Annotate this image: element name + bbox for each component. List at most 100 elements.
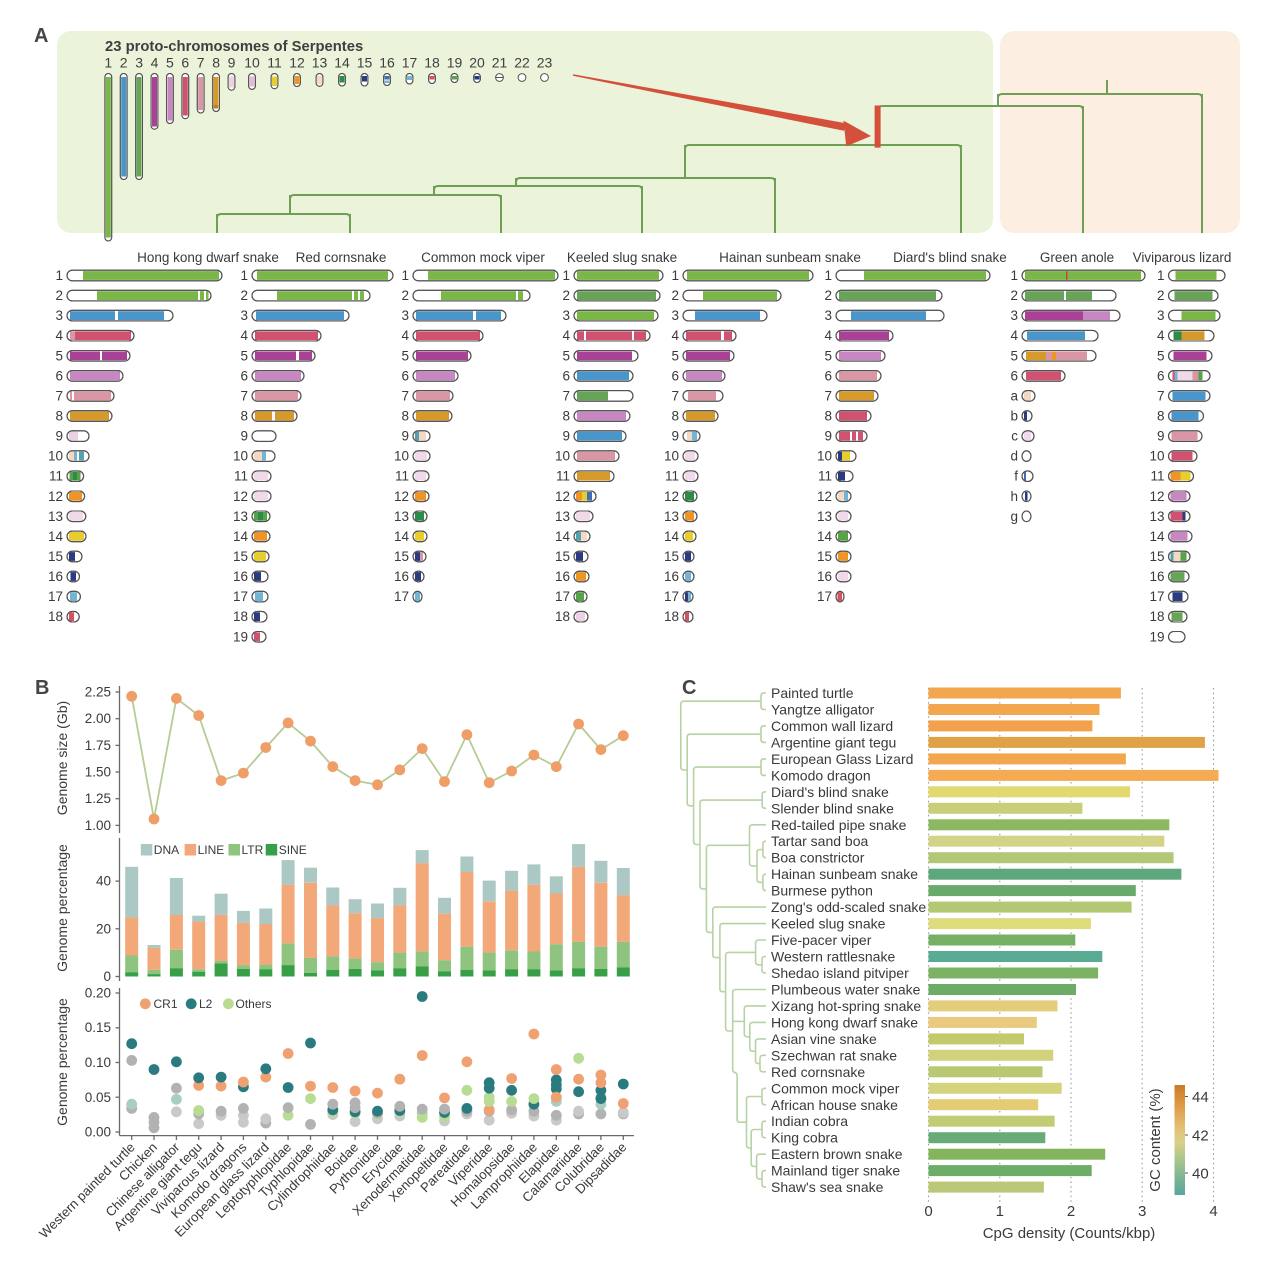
svg-text:7: 7 bbox=[824, 388, 832, 403]
svg-text:CR1: CR1 bbox=[154, 997, 178, 1011]
svg-text:Eastern brown snake: Eastern brown snake bbox=[771, 1146, 903, 1162]
svg-text:18: 18 bbox=[233, 609, 248, 624]
svg-text:44: 44 bbox=[1192, 1089, 1209, 1106]
svg-text:0: 0 bbox=[103, 969, 111, 984]
svg-text:2: 2 bbox=[401, 288, 409, 303]
svg-text:8: 8 bbox=[1157, 409, 1165, 424]
svg-text:a: a bbox=[1010, 388, 1018, 403]
svg-text:10: 10 bbox=[1149, 449, 1164, 464]
svg-text:13: 13 bbox=[555, 509, 570, 524]
svg-text:3: 3 bbox=[135, 55, 143, 71]
svg-text:18: 18 bbox=[424, 55, 440, 71]
svg-text:1.25: 1.25 bbox=[85, 791, 111, 806]
svg-text:0: 0 bbox=[924, 1203, 932, 1220]
svg-text:10: 10 bbox=[244, 55, 260, 71]
svg-text:European Glass Lizard: European Glass Lizard bbox=[771, 751, 913, 767]
svg-text:Genome percentage: Genome percentage bbox=[54, 844, 70, 972]
svg-text:12: 12 bbox=[233, 489, 248, 504]
svg-text:5: 5 bbox=[562, 348, 570, 363]
svg-text:1: 1 bbox=[240, 268, 248, 283]
svg-text:Red cornsnake: Red cornsnake bbox=[771, 1064, 865, 1080]
svg-text:African house snake: African house snake bbox=[771, 1097, 898, 1113]
svg-text:8: 8 bbox=[212, 55, 220, 71]
svg-text:8: 8 bbox=[562, 409, 570, 424]
svg-text:3: 3 bbox=[824, 308, 832, 323]
svg-text:17: 17 bbox=[817, 589, 832, 604]
svg-text:7: 7 bbox=[1157, 388, 1165, 403]
svg-text:Hainan sunbeam snake: Hainan sunbeam snake bbox=[719, 250, 861, 265]
svg-text:LTR: LTR bbox=[242, 843, 264, 857]
svg-text:20: 20 bbox=[96, 921, 111, 936]
svg-text:LINE: LINE bbox=[198, 843, 225, 857]
svg-text:16: 16 bbox=[394, 569, 409, 584]
svg-text:21: 21 bbox=[492, 55, 508, 71]
svg-text:Komodo dragon: Komodo dragon bbox=[771, 767, 871, 783]
svg-text:12: 12 bbox=[289, 55, 305, 71]
svg-text:1: 1 bbox=[55, 268, 63, 283]
svg-text:15: 15 bbox=[1149, 549, 1164, 564]
svg-text:g: g bbox=[1010, 509, 1018, 524]
svg-text:d: d bbox=[1010, 449, 1018, 464]
svg-text:4: 4 bbox=[1209, 1203, 1217, 1220]
svg-text:40: 40 bbox=[1192, 1166, 1209, 1183]
svg-text:2: 2 bbox=[671, 288, 679, 303]
svg-text:0.00: 0.00 bbox=[85, 1125, 111, 1140]
svg-text:4: 4 bbox=[562, 328, 570, 343]
svg-text:Hainan sunbeam snake: Hainan sunbeam snake bbox=[771, 866, 918, 882]
svg-text:11: 11 bbox=[234, 469, 248, 484]
svg-text:11: 11 bbox=[665, 469, 679, 484]
svg-text:King cobra: King cobra bbox=[771, 1130, 838, 1146]
svg-text:L2: L2 bbox=[199, 997, 213, 1011]
svg-text:11: 11 bbox=[49, 469, 63, 484]
svg-text:6: 6 bbox=[55, 368, 63, 383]
svg-text:15: 15 bbox=[48, 549, 63, 564]
svg-text:Burmese python: Burmese python bbox=[771, 883, 873, 899]
svg-text:10: 10 bbox=[394, 449, 409, 464]
svg-text:9: 9 bbox=[562, 429, 570, 444]
svg-text:2: 2 bbox=[824, 288, 832, 303]
svg-text:Viviparous lizard: Viviparous lizard bbox=[1133, 250, 1232, 265]
svg-text:1: 1 bbox=[104, 55, 112, 71]
svg-text:7: 7 bbox=[401, 388, 409, 403]
svg-text:15: 15 bbox=[357, 55, 373, 71]
svg-text:10: 10 bbox=[555, 449, 570, 464]
svg-text:9: 9 bbox=[401, 429, 409, 444]
svg-text:9: 9 bbox=[671, 429, 679, 444]
svg-text:14: 14 bbox=[817, 529, 833, 544]
svg-text:b: b bbox=[1010, 409, 1018, 424]
svg-text:42: 42 bbox=[1192, 1128, 1209, 1145]
svg-text:16: 16 bbox=[555, 569, 570, 584]
svg-text:B: B bbox=[35, 677, 49, 699]
svg-text:5: 5 bbox=[401, 348, 409, 363]
svg-text:Common wall lizard: Common wall lizard bbox=[771, 718, 893, 734]
svg-text:40: 40 bbox=[96, 874, 111, 889]
svg-text:Others: Others bbox=[236, 997, 272, 1011]
svg-text:11: 11 bbox=[267, 55, 282, 71]
svg-text:6: 6 bbox=[181, 55, 189, 71]
svg-text:GC content (%): GC content (%) bbox=[1147, 1088, 1164, 1191]
svg-text:2.25: 2.25 bbox=[85, 685, 111, 700]
svg-text:8: 8 bbox=[824, 409, 832, 424]
svg-text:c: c bbox=[1011, 429, 1018, 444]
svg-text:12: 12 bbox=[1149, 489, 1164, 504]
svg-text:1: 1 bbox=[824, 268, 832, 283]
svg-text:4: 4 bbox=[401, 328, 409, 343]
svg-text:17: 17 bbox=[664, 589, 679, 604]
svg-text:1.50: 1.50 bbox=[85, 765, 111, 780]
svg-text:Green anole: Green anole bbox=[1040, 250, 1114, 265]
svg-text:Tartar sand boa: Tartar sand boa bbox=[771, 833, 868, 849]
svg-text:5: 5 bbox=[1157, 348, 1165, 363]
svg-text:3: 3 bbox=[1138, 1203, 1146, 1220]
svg-text:2: 2 bbox=[562, 288, 570, 303]
svg-text:9: 9 bbox=[228, 55, 236, 71]
svg-text:14: 14 bbox=[394, 529, 410, 544]
svg-text:Shaw's sea snake: Shaw's sea snake bbox=[771, 1179, 884, 1195]
svg-text:DNA: DNA bbox=[154, 843, 179, 857]
svg-text:1: 1 bbox=[401, 268, 409, 283]
svg-text:14: 14 bbox=[555, 529, 571, 544]
svg-text:10: 10 bbox=[48, 449, 63, 464]
svg-text:1: 1 bbox=[1010, 268, 1018, 283]
svg-text:C: C bbox=[682, 677, 696, 699]
svg-text:4: 4 bbox=[151, 55, 159, 71]
svg-text:1: 1 bbox=[1157, 268, 1165, 283]
